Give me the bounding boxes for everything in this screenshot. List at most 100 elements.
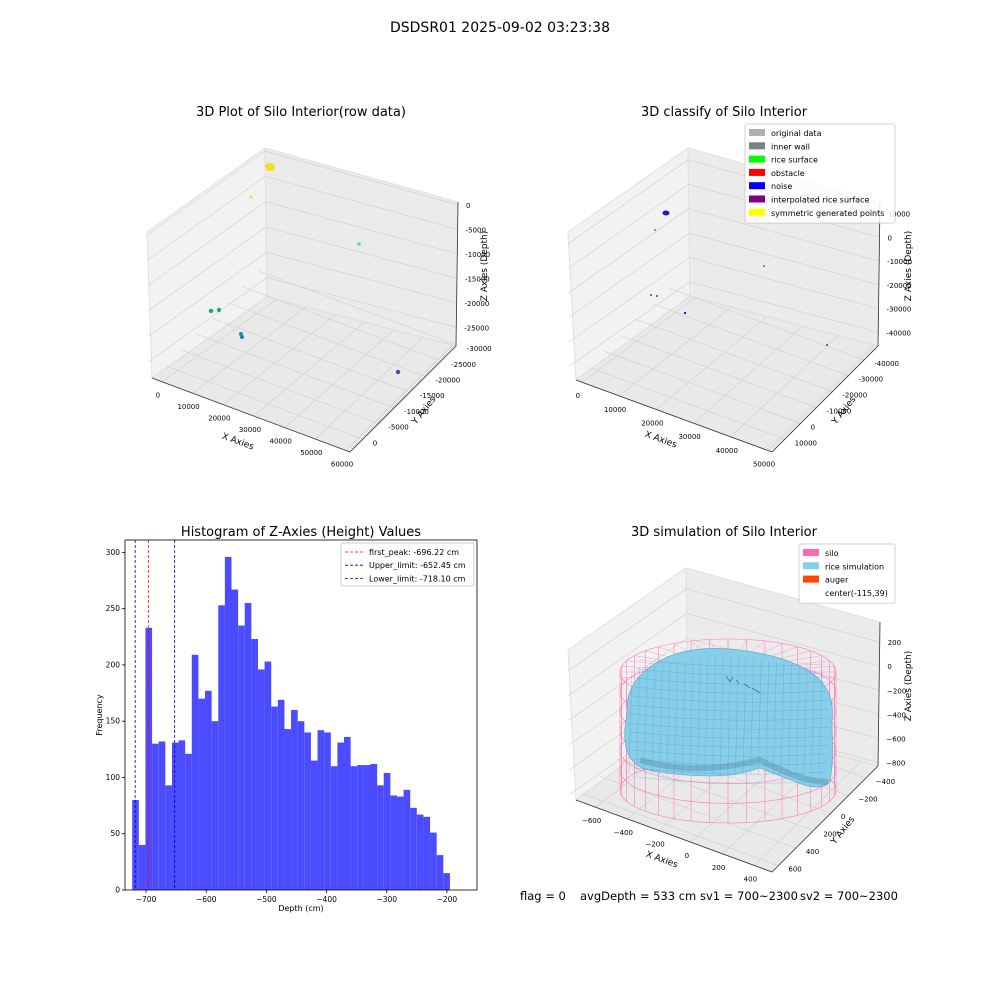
classify-legend: original data inner wall rice surface obsta… <box>744 123 896 224</box>
histogram-bar <box>152 743 159 890</box>
mesh-line <box>636 667 640 775</box>
simulation-plot-x-axis-line <box>575 799 773 873</box>
mesh-line <box>630 740 829 748</box>
raw-point-teal <box>240 335 244 339</box>
legend-entry: rice surface <box>771 156 818 165</box>
z-tick-label: 0 <box>887 663 891 671</box>
histogram-bar <box>403 789 411 890</box>
gridline <box>192 306 306 394</box>
rice-surface <box>624 648 833 788</box>
z-tick-label: -20000 <box>465 300 490 308</box>
simulation-plot-y-ticks: 600 400 200 0 −200 −400 <box>788 778 895 873</box>
y-tick-label: 150 <box>106 717 121 726</box>
status-sv1: sv1 = 700~2300 <box>700 889 798 903</box>
z-tick-label: −200 <box>887 687 906 695</box>
classify-plot-title: 3D classify of Silo Interior <box>641 105 808 120</box>
mesh-line <box>773 662 777 775</box>
y-tick-label: 0 <box>811 423 815 431</box>
noise-point <box>650 294 652 296</box>
x-tick-label: 10000 <box>177 403 199 411</box>
x-tick-label: 40000 <box>716 447 738 455</box>
histogram-frame <box>124 539 478 891</box>
histogram-bar <box>185 753 192 890</box>
auger-marks <box>725 675 761 694</box>
histogram-bar <box>317 730 325 890</box>
gridline <box>686 613 880 667</box>
gridline <box>195 333 395 409</box>
mesh-line <box>628 668 633 775</box>
classify-plot-points <box>650 210 828 346</box>
mesh-line <box>780 663 785 775</box>
classify-plot-z-ticks: 10000 0 -10000 -20000 -30000 -40000 <box>886 211 912 338</box>
legend-entry: interpolated rice surface <box>771 196 869 205</box>
mesh-line <box>635 677 826 685</box>
classify-3d-plot: 3D classify of Silo Interior 0 10000 20000… <box>567 105 914 469</box>
histogram-bar <box>443 873 450 890</box>
gridline <box>147 201 266 286</box>
x-tick-label: 50000 <box>300 449 322 457</box>
histogram-bar <box>423 816 431 890</box>
gridline <box>284 329 394 428</box>
simulation-plot-z-ticks: 200 0 −200 −400 −600 −800 <box>886 639 906 767</box>
histogram-bar <box>231 589 239 890</box>
mesh-line <box>712 655 716 775</box>
x-tick-label: −600 <box>582 817 601 825</box>
z-tick-label: -40000 <box>886 329 911 337</box>
legend-entry: inner wall <box>771 142 810 151</box>
y-tick-label: −400 <box>876 778 895 786</box>
classify-plot-x-label: X Axies <box>643 430 678 451</box>
x-tick-label: −200 <box>645 841 664 849</box>
raw-plot-z-ticks: 0 -5000 -10000 -15000 -20000 -25000 <box>464 202 490 332</box>
simulation-plot-z-label: Z Axies (Depth) <box>904 651 914 722</box>
legend-entry: first_peak: -696.22 cm <box>369 548 459 557</box>
gridline <box>227 302 426 377</box>
mesh-line <box>659 663 663 775</box>
histogram-threshold-lines <box>134 540 176 890</box>
histogram-bar <box>363 765 371 890</box>
gridline <box>161 299 277 382</box>
histogram-bar <box>324 732 331 890</box>
simulation-plot-z-axis-line <box>877 621 881 767</box>
histogram-y-label: Frequency <box>95 694 104 736</box>
histogram-bar <box>370 763 378 890</box>
gridline <box>582 793 779 866</box>
x-tick-label: 200 <box>712 864 725 872</box>
histogram-plot: Histogram of Z-Axies (Height) Values −70… <box>95 525 478 913</box>
gridline <box>211 317 410 393</box>
gridline <box>568 183 689 269</box>
x-tick-label: 0 <box>156 392 160 400</box>
gridline <box>568 232 690 318</box>
y-tick-label: 0 <box>115 886 120 895</box>
histogram-y-ticks: 0 50 100 150 200 250 300 <box>106 548 125 895</box>
y-tick-label: 200 <box>823 831 836 839</box>
z-tick-label: -15000 <box>465 275 490 283</box>
gridline <box>315 337 424 440</box>
gridline <box>569 257 690 342</box>
mesh-line <box>633 758 827 766</box>
mesh-line <box>632 695 828 703</box>
legend-entry: center(-115,39) <box>825 589 888 598</box>
legend-swatch <box>749 155 765 163</box>
z-tick-label: -25000 <box>464 324 489 332</box>
y-tick-label: -10000 <box>404 408 429 416</box>
x-tick-label: −600 <box>196 895 217 904</box>
histogram-bar <box>390 795 397 890</box>
x-tick-label: 20000 <box>208 415 230 423</box>
histogram-bar <box>297 721 305 890</box>
z-tick-label: 10000 <box>888 211 910 219</box>
legend-swatch <box>749 195 765 203</box>
mesh-line <box>818 669 823 775</box>
gridline <box>265 175 458 230</box>
histogram-bar <box>132 799 139 890</box>
x-tick-label: 10000 <box>604 406 626 414</box>
gridline <box>689 257 879 309</box>
mesh-line <box>627 722 831 730</box>
legend-swatch <box>749 129 765 136</box>
legend-entry: original data <box>771 129 822 138</box>
y-tick-label: -25000 <box>451 361 476 369</box>
y-tick-label: 50 <box>110 829 120 838</box>
histogram-bar <box>264 661 272 890</box>
histogram-bar <box>284 729 292 890</box>
raw-point-teal <box>216 307 222 313</box>
